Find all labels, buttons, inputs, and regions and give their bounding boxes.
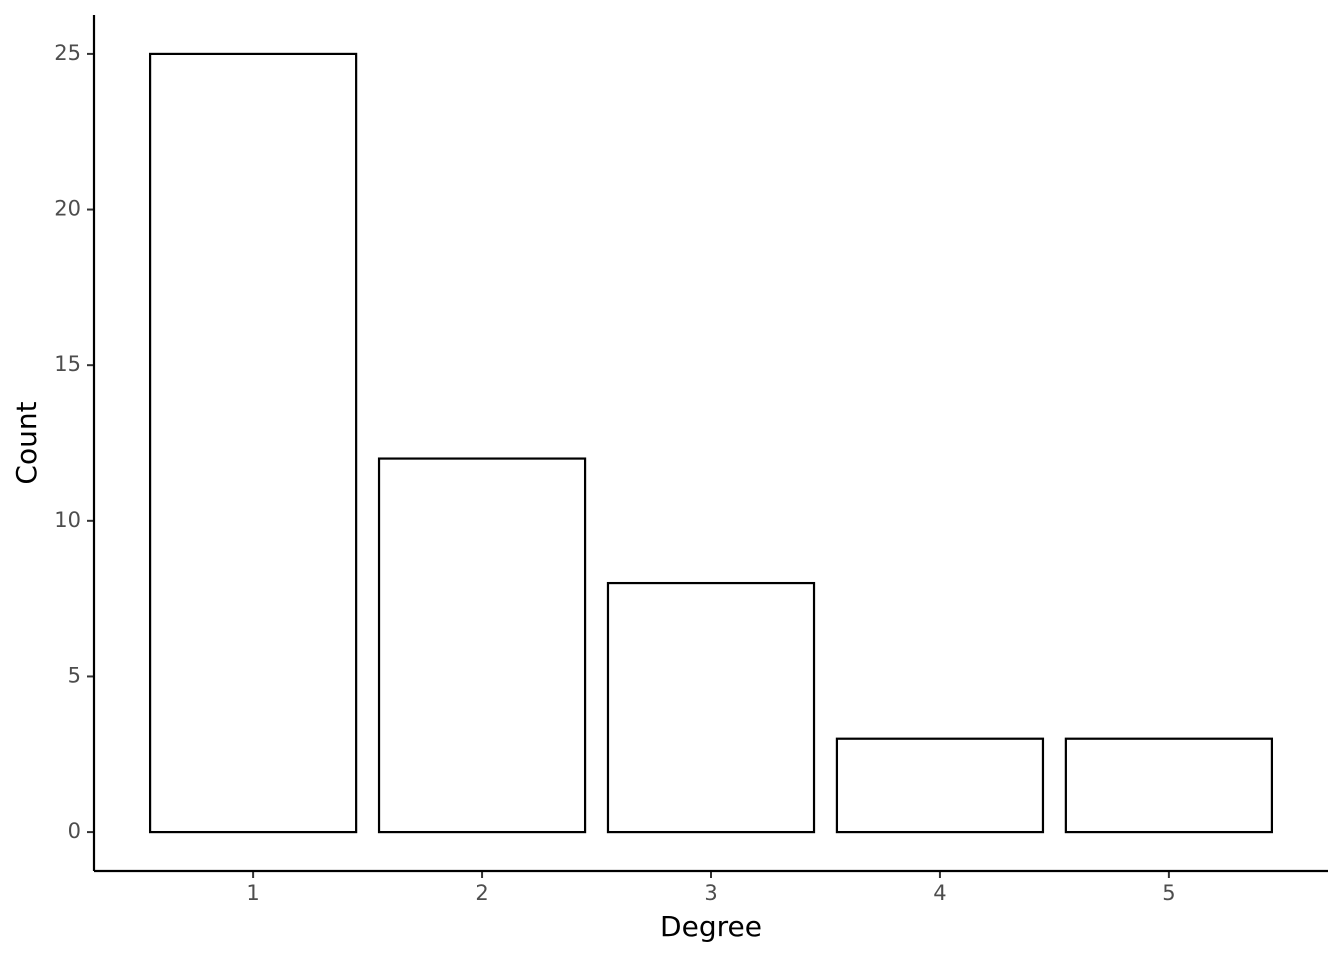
x-tick-label: 4	[933, 881, 946, 905]
x-axis-title: Degree	[660, 910, 762, 943]
y-axis-title: Count	[10, 401, 43, 484]
y-tick-label: 5	[68, 663, 81, 687]
x-tick-label: 5	[1162, 881, 1175, 905]
y-tick-label: 0	[68, 819, 81, 843]
x-tick-label: 2	[475, 881, 488, 905]
bar	[1064, 737, 1274, 834]
bar	[377, 457, 587, 834]
y-tick-label: 20	[54, 197, 81, 221]
y-tick-label: 25	[54, 41, 81, 65]
x-tick-label: 3	[704, 881, 717, 905]
bar	[148, 52, 358, 834]
x-tick-label: 1	[246, 881, 259, 905]
y-tick-label: 15	[54, 352, 81, 376]
y-tick-label: 10	[54, 508, 81, 532]
bar	[606, 581, 816, 834]
bar	[835, 737, 1045, 834]
